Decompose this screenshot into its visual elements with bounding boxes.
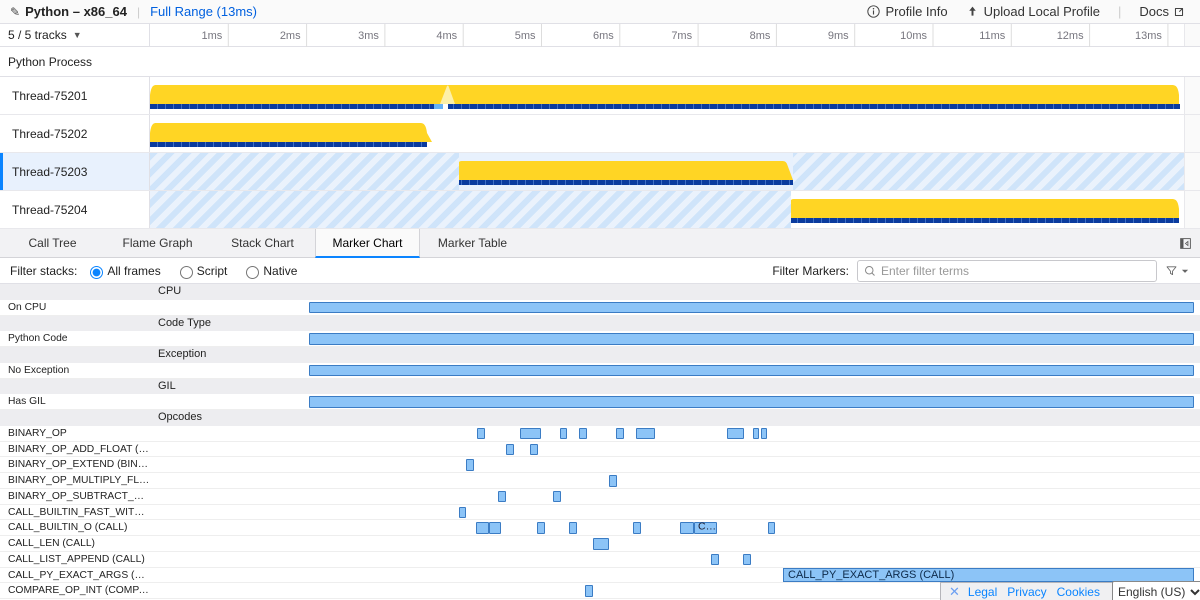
svg-text:4ms: 4ms	[436, 30, 457, 42]
svg-text:9ms: 9ms	[828, 30, 849, 42]
svg-text:1ms: 1ms	[202, 30, 223, 42]
svg-text:11ms: 11ms	[979, 30, 1006, 42]
svg-text:2ms: 2ms	[280, 30, 301, 42]
svg-text:3ms: 3ms	[358, 30, 379, 42]
svg-text:7ms: 7ms	[671, 30, 692, 42]
svg-text:6ms: 6ms	[593, 30, 614, 42]
svg-text:12ms: 12ms	[1057, 30, 1084, 42]
svg-text:13ms: 13ms	[1135, 30, 1162, 42]
svg-text:10ms: 10ms	[900, 30, 927, 42]
svg-text:5ms: 5ms	[515, 30, 536, 42]
svg-text:8ms: 8ms	[750, 30, 771, 42]
